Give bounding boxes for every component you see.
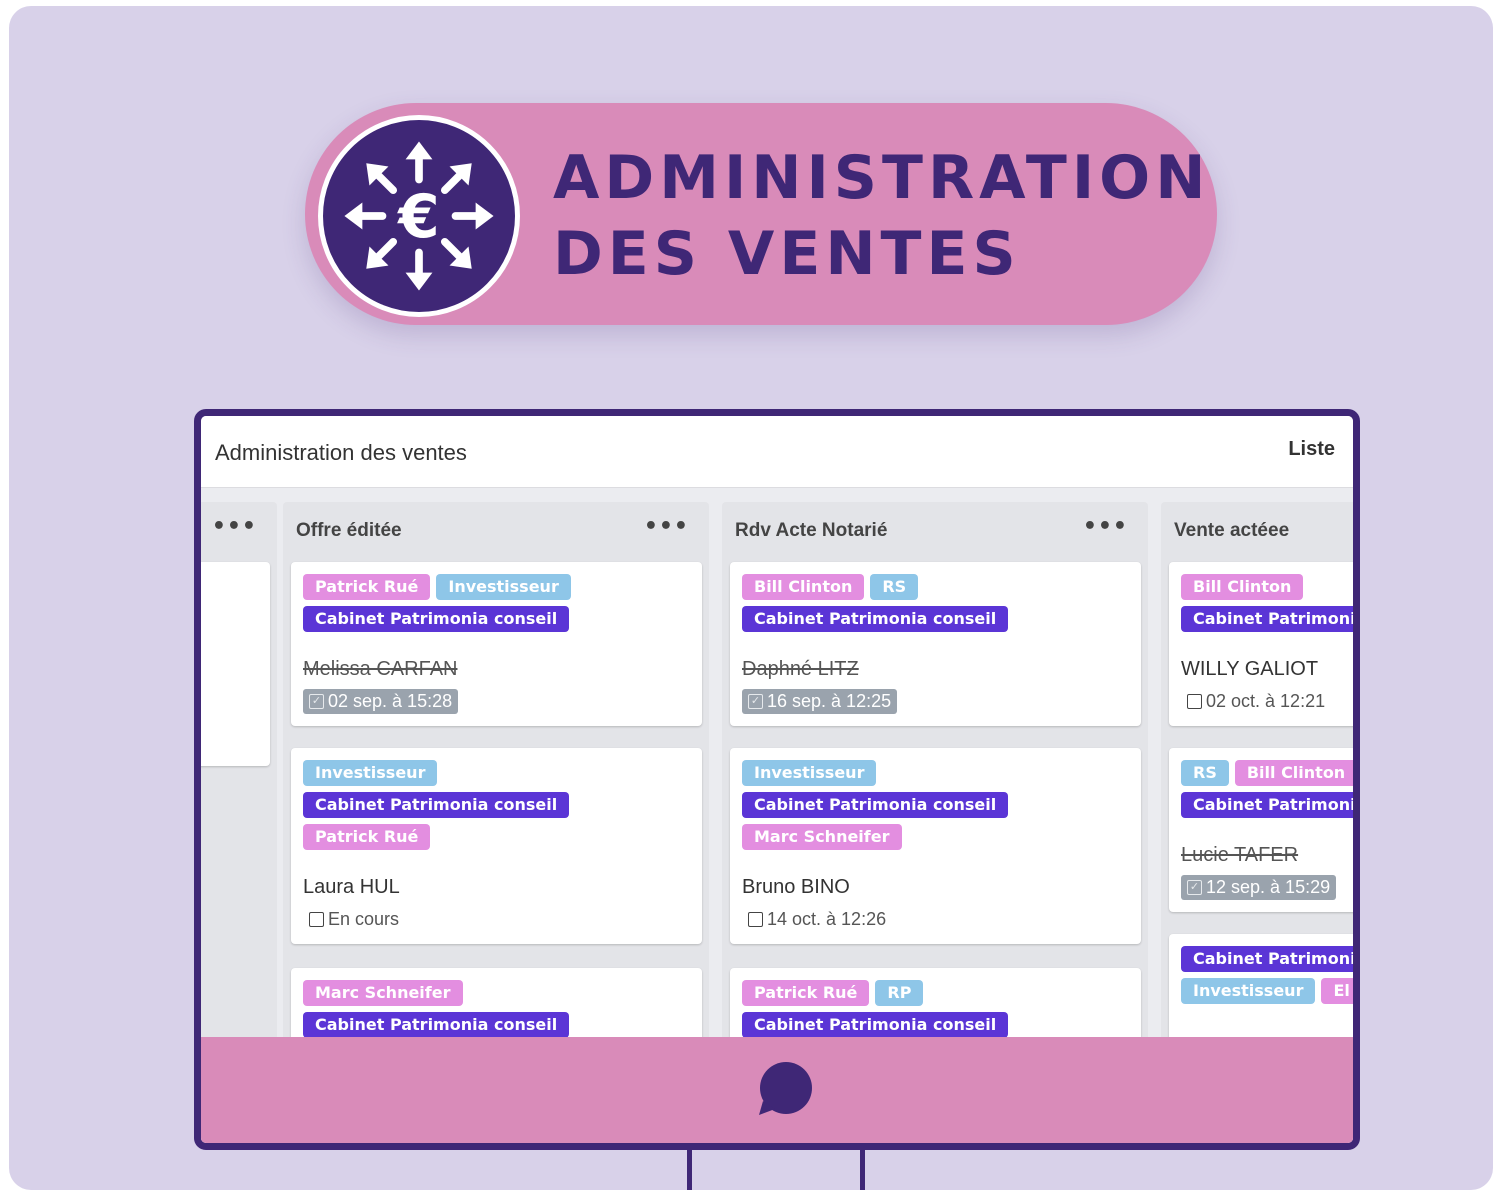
contact-name[interactable]: Melissa CARFAN (303, 658, 458, 680)
label-tag[interactable]: Investisseur (1181, 978, 1316, 1004)
due-date-text: 14 oct. à 12:26 (767, 909, 887, 929)
monitor-bezel (201, 1037, 1353, 1143)
card[interactable]: Investisseur Cabinet Patrimonia conseil Ma… (730, 748, 1141, 944)
label-tag[interactable]: Investisseur (436, 574, 571, 600)
due-date-text: 16 sep. à 12:25 (767, 691, 892, 711)
label-tag[interactable]: Cabinet Patrimonia conseil (1181, 946, 1353, 972)
label-tag[interactable]: Bill Clinton (1181, 574, 1304, 600)
board-column: ••• (201, 502, 277, 1143)
board-column: Offre éditée ••• Patrick Rué Investisseur Ca… (283, 502, 709, 1143)
label-tag[interactable]: Cabinet Patrimonia conseil (742, 1012, 1009, 1038)
label-tag[interactable]: El (1321, 978, 1353, 1004)
banner-title: ADMINISTRATION DES VENTES (553, 140, 1210, 292)
chat-bubble-icon[interactable] (757, 1061, 813, 1117)
label-tag[interactable]: Investisseur (303, 760, 438, 786)
label-tag[interactable]: Patrick Rué (303, 824, 431, 850)
app-header: Administration des ventes Liste (201, 416, 1353, 488)
label-tag[interactable]: Bill Clinton (742, 574, 865, 600)
label-tag[interactable]: RP (875, 980, 924, 1006)
label-tag[interactable]: RS (1181, 760, 1229, 786)
checkbox-icon[interactable] (1187, 694, 1202, 709)
due-date-badge[interactable]: 14 oct. à 12:26 (742, 907, 892, 932)
card[interactable]: Investisseur Cabinet Patrimonia conseil Pa… (291, 748, 702, 944)
due-date-text: 02 oct. à 12:21 (1206, 691, 1326, 711)
tag-list: Marc Schneifer Cabinet Patrimonia conseil (303, 980, 903, 1038)
page-title: Administration des ventes (215, 440, 467, 465)
contact-name[interactable]: Laura HUL (303, 876, 400, 898)
label-tag[interactable]: Cabinet Patrimonia conseil (303, 1012, 570, 1038)
label-tag[interactable]: Patrick Rué (303, 574, 431, 600)
tag-list: Investisseur Cabinet Patrimonia conseil Ma… (742, 760, 1342, 850)
due-date-badge[interactable]: En cours (303, 907, 405, 932)
due-date-badge[interactable]: ✓ 16 sep. à 12:25 (742, 689, 898, 714)
title-line-2: DES VENTES (553, 219, 1021, 289)
tag-list: Patrick Rué RP Cabinet Patrimonia conseil (742, 980, 1342, 1038)
tag-list: Patrick Rué Investisseur Cabinet Patrimoni… (303, 574, 903, 632)
checked-checkbox-icon[interactable]: ✓ (748, 694, 763, 709)
monitor-screen: Administration des ventes Liste ••• Offre… (194, 409, 1360, 1150)
svg-text:€: € (396, 183, 439, 252)
due-date-text: 02 sep. à 15:28 (328, 691, 453, 711)
checked-checkbox-icon[interactable]: ✓ (1187, 880, 1202, 895)
column-menu-button[interactable]: ••• (1082, 514, 1128, 539)
label-tag[interactable]: Cabinet Patrimonia conseil (742, 606, 1009, 632)
label-tag[interactable]: RS (870, 574, 919, 600)
card[interactable] (201, 562, 270, 766)
label-tag[interactable]: Patrick Rué (742, 980, 870, 1006)
label-tag[interactable]: Bill Clinton (1234, 760, 1353, 786)
monitor-stand-leg (687, 1150, 692, 1190)
card[interactable]: Patrick Rué Investisseur Cabinet Patrimoni… (291, 562, 702, 726)
label-tag[interactable]: Cabinet Patrimonia conseil (303, 606, 570, 632)
contact-name[interactable]: WILLY GALIOT (1181, 658, 1319, 680)
column-title: Vente actéee (1174, 520, 1290, 541)
due-date-badge[interactable]: 02 oct. à 12:21 (1181, 689, 1331, 714)
title-line-1: ADMINISTRATION (553, 143, 1211, 213)
card[interactable]: Bill Clinton RS Cabinet Patrimonia conseil… (730, 562, 1141, 726)
label-tag[interactable]: Marc Schneifer (742, 824, 902, 850)
tag-list: Bill Clinton RS Cabinet Patrimonia conseil (742, 574, 1342, 632)
label-tag[interactable]: Cabinet Patrimonia conseil (1181, 606, 1353, 632)
column-title: Rdv Acte Notarié (735, 520, 888, 541)
checked-checkbox-icon[interactable]: ✓ (309, 694, 324, 709)
euro-arrows-icon: € (318, 115, 520, 317)
contact-name[interactable]: Lucie TAFER (1181, 844, 1299, 866)
label-tag[interactable]: Cabinet Patrimonia conseil (303, 792, 570, 818)
due-date-badge[interactable]: ✓ 02 sep. à 15:28 (303, 689, 459, 714)
tag-list: Investisseur Cabinet Patrimonia conseil Pa… (303, 760, 903, 850)
contact-name[interactable]: Daphné LITZ (742, 658, 859, 680)
checkbox-icon[interactable] (309, 912, 324, 927)
label-tag[interactable]: Cabinet Patrimonia conseil (1181, 792, 1353, 818)
label-tag[interactable]: Marc Schneifer (303, 980, 463, 1006)
column-menu-button[interactable]: ••• (211, 514, 257, 539)
label-tag[interactable]: Cabinet Patrimonia conseil (742, 792, 1009, 818)
card[interactable]: Bill Clinton Cabinet Patrimonia conseil WI… (1169, 562, 1353, 726)
due-date-badge[interactable]: ✓ 12 sep. à 15:29 (1181, 875, 1337, 900)
due-date-text: 12 sep. à 15:29 (1206, 877, 1331, 897)
due-date-text: En cours (328, 909, 400, 929)
contact-name[interactable]: Bruno BINO (742, 876, 850, 898)
tag-list: Bill Clinton Cabinet Patrimonia conseil (1181, 574, 1353, 632)
column-menu-button[interactable]: ••• (643, 514, 689, 539)
checkbox-icon[interactable] (748, 912, 763, 927)
column-title: Offre éditée (296, 520, 402, 541)
monitor-stand-leg (860, 1150, 865, 1190)
board-column: Vente actéee Bill Clinton Cabinet Patrimon… (1161, 502, 1353, 1143)
label-tag[interactable]: Investisseur (742, 760, 877, 786)
list-view-button[interactable]: Liste (1288, 438, 1335, 460)
